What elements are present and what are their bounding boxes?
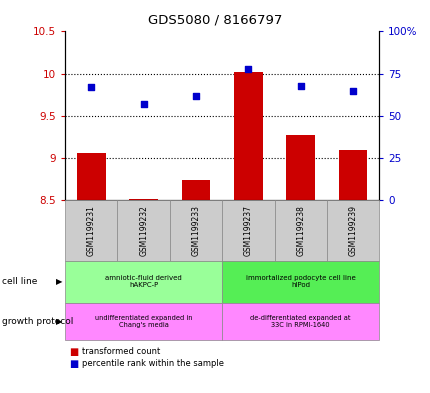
Text: GSM1199238: GSM1199238: [295, 206, 304, 256]
Point: [140, 101, 147, 107]
Text: ▶: ▶: [56, 317, 63, 326]
Text: GSM1199232: GSM1199232: [139, 206, 148, 256]
Point: [349, 87, 356, 94]
Text: growth protocol: growth protocol: [2, 317, 74, 326]
Bar: [233, 72, 262, 200]
Point: [88, 84, 95, 90]
Bar: [286, 134, 314, 200]
Text: GSM1199231: GSM1199231: [86, 206, 95, 256]
Bar: [129, 199, 158, 200]
Text: ■: ■: [69, 358, 78, 369]
Text: percentile rank within the sample: percentile rank within the sample: [82, 359, 224, 368]
Text: undifferentiated expanded in
Chang's media: undifferentiated expanded in Chang's med…: [95, 315, 192, 328]
Bar: [181, 180, 210, 200]
Text: ▶: ▶: [56, 277, 63, 286]
Point: [297, 83, 304, 89]
Text: de-differentiated expanded at
33C in RPMI-1640: de-differentiated expanded at 33C in RPM…: [250, 315, 350, 328]
Text: amniotic-fluid derived
hAKPC-P: amniotic-fluid derived hAKPC-P: [105, 275, 181, 288]
Text: GSM1199233: GSM1199233: [191, 206, 200, 256]
Bar: [338, 150, 367, 200]
Bar: [77, 153, 105, 200]
Text: GSM1199237: GSM1199237: [243, 206, 252, 256]
Text: cell line: cell line: [2, 277, 37, 286]
Point: [244, 66, 251, 72]
Text: transformed count: transformed count: [82, 347, 160, 356]
Point: [192, 92, 199, 99]
Text: GDS5080 / 8166797: GDS5080 / 8166797: [148, 14, 282, 27]
Text: GSM1199239: GSM1199239: [348, 206, 357, 256]
Text: ■: ■: [69, 347, 78, 357]
Text: immortalized podocyte cell line
hIPod: immortalized podocyte cell line hIPod: [245, 275, 355, 288]
